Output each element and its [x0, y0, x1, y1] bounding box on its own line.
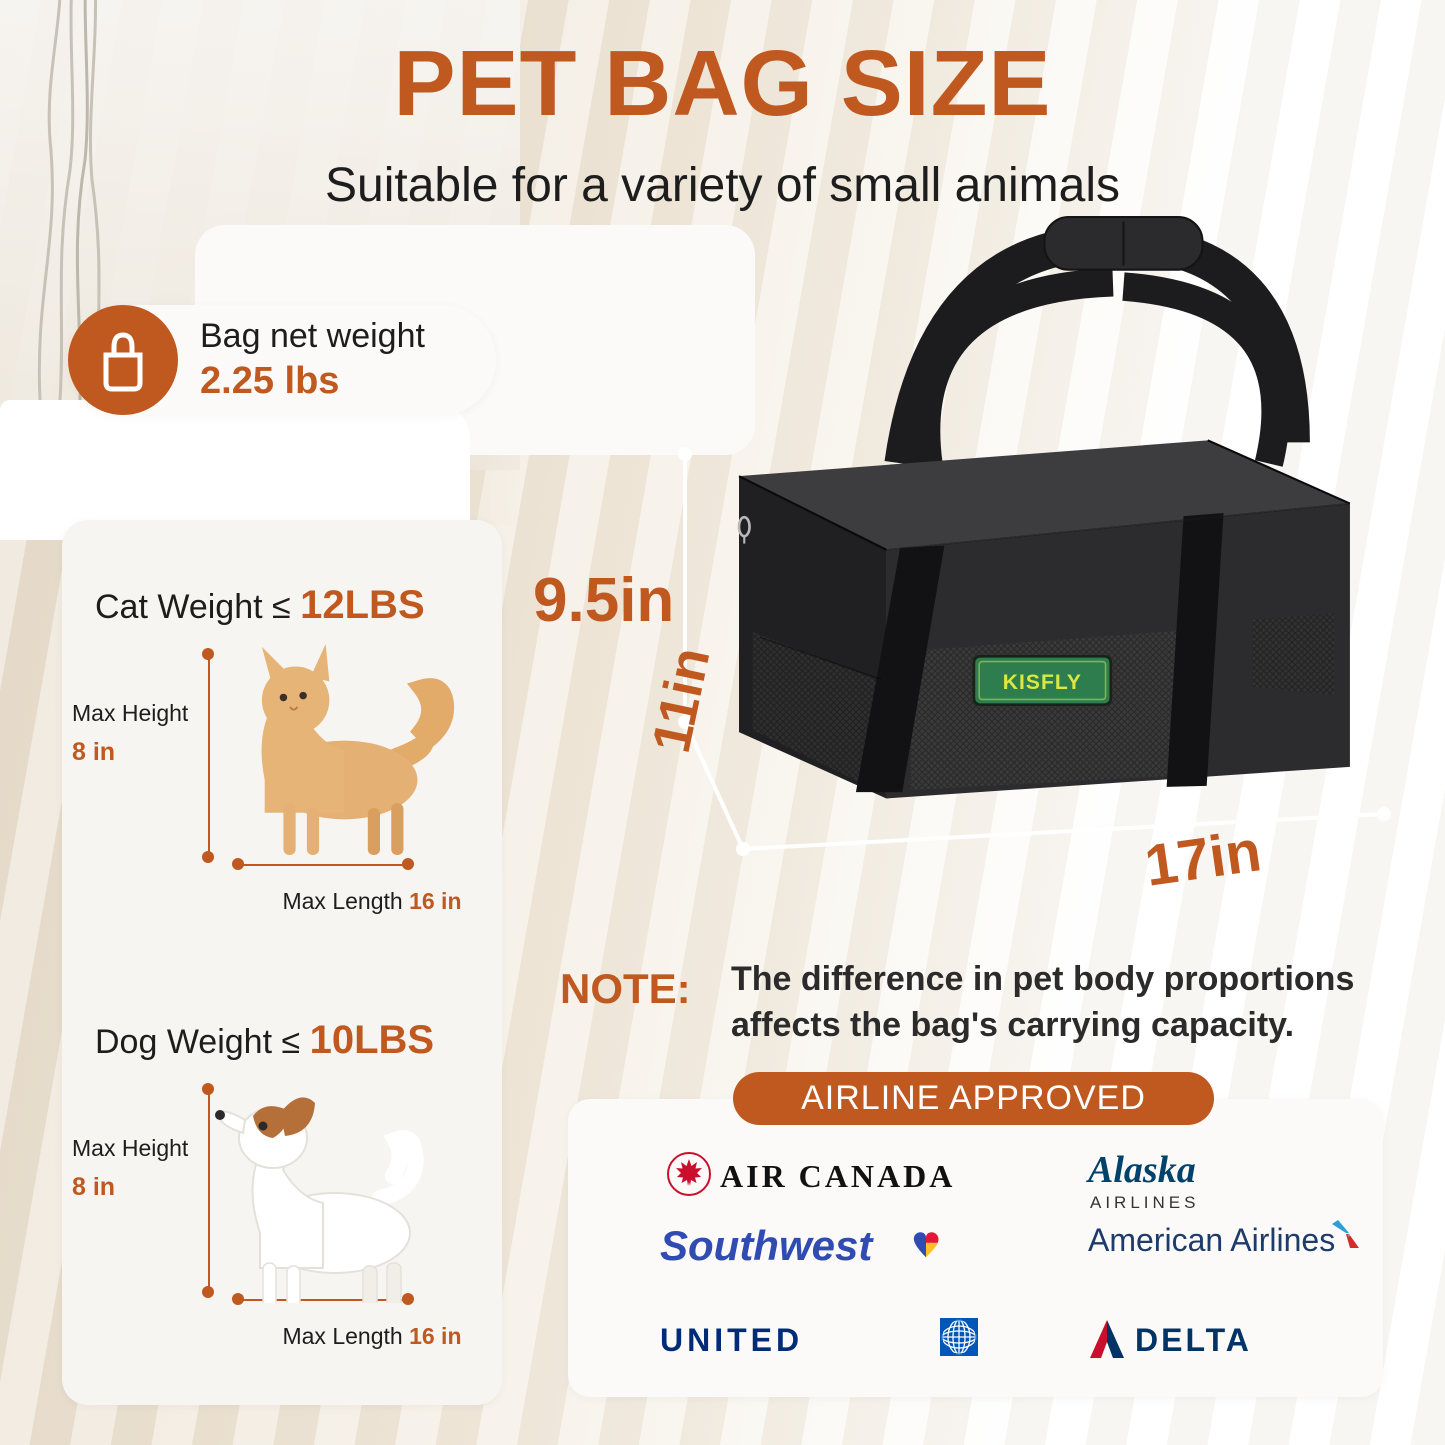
- svg-text:KISFLY: KISFLY: [1003, 671, 1082, 694]
